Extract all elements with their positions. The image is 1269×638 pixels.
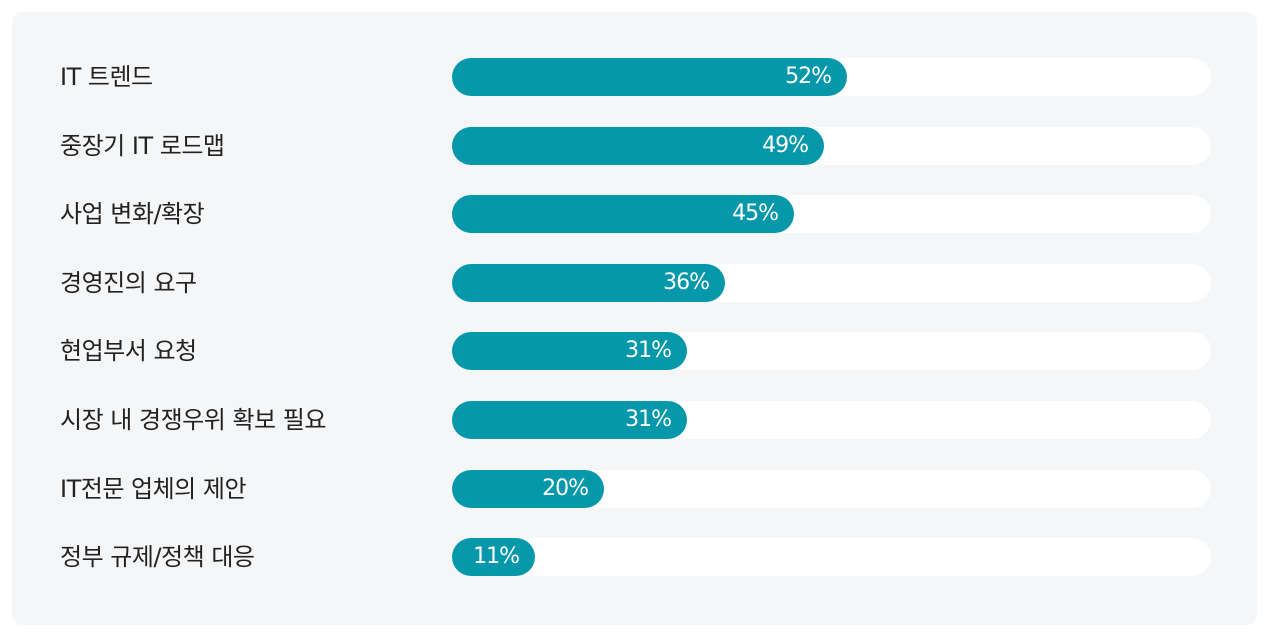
bar-track: 11% (452, 538, 1211, 577)
bar-row: 경영진의 요구 36% (12, 263, 1257, 302)
bar-row: 현업부서 요청 31% (12, 332, 1257, 371)
bar-row: 시장 내 경쟁우위 확보 필요 31% (12, 401, 1257, 439)
bar-value-label: 49% (762, 132, 809, 158)
bar: 52% (452, 58, 847, 96)
bar-track: 31% (452, 332, 1211, 371)
category-label: 경영진의 요구 (60, 268, 197, 297)
bar: 11% (452, 538, 535, 577)
bar-value-label: 36% (663, 269, 710, 295)
bar-track: 36% (452, 263, 1211, 302)
bar-row: IT 트렌드 52% (12, 58, 1257, 96)
category-label: IT전문 업체의 제안 (60, 474, 247, 503)
bar-row: 정부 규제/정책 대응 11% (12, 538, 1257, 577)
bar-value-label: 11% (473, 544, 520, 570)
category-label: 시장 내 경쟁우위 확보 필요 (60, 406, 326, 434)
category-label: IT 트렌드 (60, 63, 153, 91)
bar: 31% (452, 401, 687, 439)
category-label: 중장기 IT 로드맵 (60, 131, 225, 160)
chart-panel: IT 트렌드 52% 중장기 IT 로드맵 49% 사업 변화/확장 45% 경영진의 요구… (12, 12, 1257, 625)
bar: 31% (452, 332, 687, 371)
category-label: 현업부서 요청 (60, 337, 197, 366)
bar-row: 중장기 IT 로드맵 49% (12, 126, 1257, 165)
bar: 36% (452, 263, 725, 302)
category-label: 정부 규제/정책 대응 (60, 543, 255, 572)
bar-value-label: 20% (542, 475, 589, 501)
bar-value-label: 52% (785, 64, 832, 89)
bar-value-label: 31% (625, 338, 672, 364)
bar: 45% (452, 195, 794, 234)
bar: 20% (452, 469, 604, 508)
bar-value-label: 31% (625, 407, 672, 432)
bar-track: 31% (452, 401, 1211, 439)
bar-track: 52% (452, 58, 1211, 96)
bar-track: 20% (452, 469, 1211, 508)
category-label: 사업 변화/확장 (60, 200, 205, 229)
bar: 49% (452, 126, 824, 165)
bar-row: 사업 변화/확장 45% (12, 195, 1257, 234)
bar-value-label: 45% (732, 201, 779, 227)
bar-track: 45% (452, 195, 1211, 234)
bar-row: IT전문 업체의 제안 20% (12, 469, 1257, 508)
bar-track: 49% (452, 126, 1211, 165)
